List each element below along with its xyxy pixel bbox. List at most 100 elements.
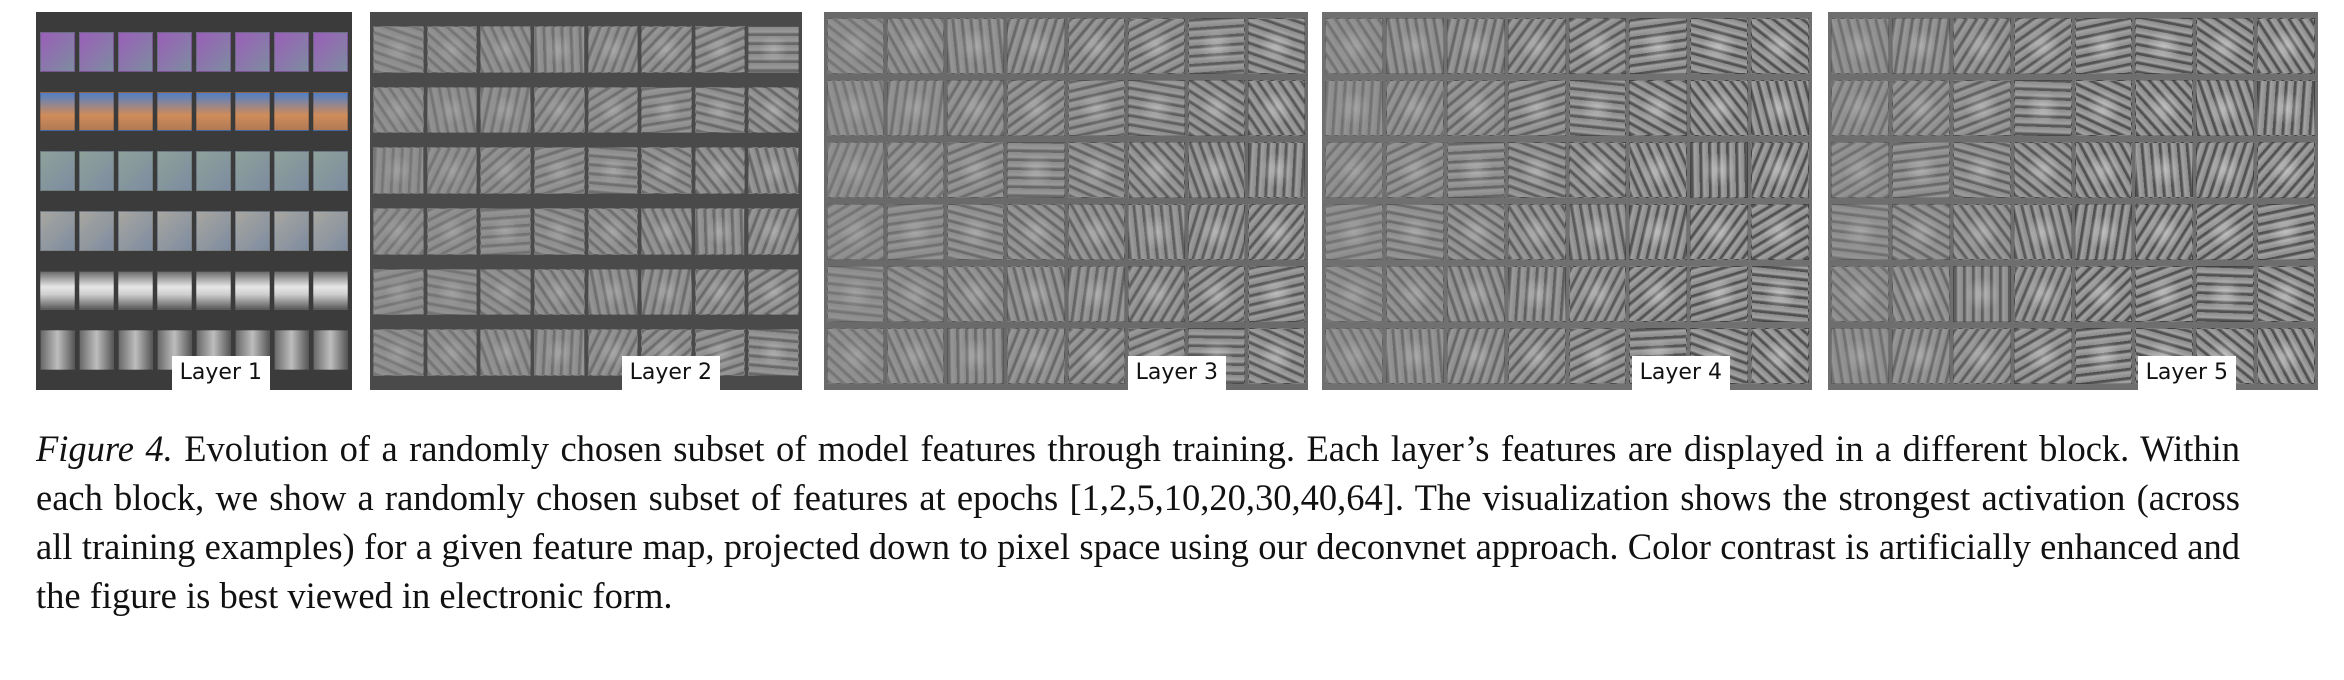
layer-5-panel: Layer 5 [1828,12,2318,390]
feature-cell [79,330,114,370]
feature-cell [1507,266,1566,322]
feature-cell [2013,266,2072,322]
feature-cell [426,26,478,73]
feature-cell [313,330,348,370]
feature-cell [2135,80,2194,136]
feature-cell [748,268,799,316]
feature-cell [947,18,1005,74]
layer-1-panel: Layer 1 [36,12,352,390]
feature-cell [533,86,585,134]
feature-cell [1952,18,2011,74]
feature-cell [1891,80,1950,136]
feature-cell [694,268,746,316]
feature-cell [1831,18,1889,74]
feature-cell [641,208,692,255]
feature-cell [1007,142,1065,198]
layer-3-label: Layer 3 [1127,356,1226,390]
feature-cell [1690,204,1749,260]
feature-cell [2074,142,2133,198]
feature-cell [1751,18,1809,74]
feature-cell [1127,204,1185,260]
feature-cell [2013,18,2072,74]
feature-cell [1831,142,1889,198]
feature-cell [1629,204,1688,260]
feature-cell [235,32,270,72]
feature-cell [1507,18,1566,74]
feature-cell [1127,142,1185,198]
feature-cell [947,266,1005,322]
feature-cell [118,151,153,191]
feature-cell [1187,142,1245,198]
feature-cell [2135,266,2194,322]
feature-cell [426,208,478,255]
feature-cell [235,151,270,191]
feature-cell [1690,18,1749,74]
feature-cell [587,147,639,194]
feature-cell [313,32,348,72]
feature-cell [748,208,799,255]
feature-cell [1067,204,1125,260]
feature-cell [373,86,424,134]
feature-cell [1325,18,1383,74]
feature-cell [1067,328,1125,384]
feature-cell [1507,80,1566,136]
feature-cell [1325,328,1383,384]
feature-cell [748,26,799,73]
feature-cell [887,80,945,136]
feature-cell [1690,266,1749,322]
feature-cell [2074,328,2133,384]
feature-cell [313,211,348,251]
layer-3-panel: Layer 3 [824,12,1308,390]
feature-cell [1385,328,1444,384]
feature-cell [40,32,75,72]
feature-cell [1325,80,1383,136]
feature-cell [1831,328,1889,384]
feature-cell [1446,266,1505,322]
feature-cell [694,147,746,194]
feature-cell [1568,18,1627,74]
feature-cell [827,328,885,384]
feature-cell [1751,204,1809,260]
feature-evolution-figure: Layer 1 Layer 2 Layer 3 Layer 4 Layer 5 [36,12,2318,390]
feature-cell [79,151,114,191]
feature-cell [533,208,585,255]
feature-cell [587,208,639,255]
feature-cell [1325,266,1383,322]
feature-cell [887,18,945,74]
feature-cell [641,268,692,316]
feature-cell [587,26,639,73]
feature-cell [587,329,639,376]
feature-cell [426,329,478,376]
feature-cell [79,270,114,311]
feature-cell [79,32,114,72]
feature-cell [235,270,270,311]
feature-cell [426,86,478,134]
feature-cell [641,86,692,134]
feature-cell [373,26,424,73]
feature-cell [887,142,945,198]
feature-cell [157,91,192,132]
feature-cell [2135,204,2194,260]
feature-cell [2196,80,2255,136]
feature-cell [274,330,309,370]
feature-cell [1247,266,1305,322]
feature-cell [587,86,639,134]
feature-cell [196,151,231,191]
feature-cell [1247,204,1305,260]
figure-number: Figure 4. [36,428,173,469]
feature-cell [947,80,1005,136]
feature-cell [887,204,945,260]
feature-cell [373,208,424,255]
feature-cell [827,142,885,198]
feature-cell [426,268,478,316]
feature-cell [1247,328,1305,384]
feature-cell [1127,266,1185,322]
feature-cell [694,208,746,255]
feature-cell [480,147,531,194]
feature-cell [1325,204,1383,260]
feature-cell [373,147,424,194]
feature-cell [1007,204,1065,260]
feature-cell [1952,142,2011,198]
feature-cell [1187,80,1245,136]
feature-cell [274,270,309,311]
